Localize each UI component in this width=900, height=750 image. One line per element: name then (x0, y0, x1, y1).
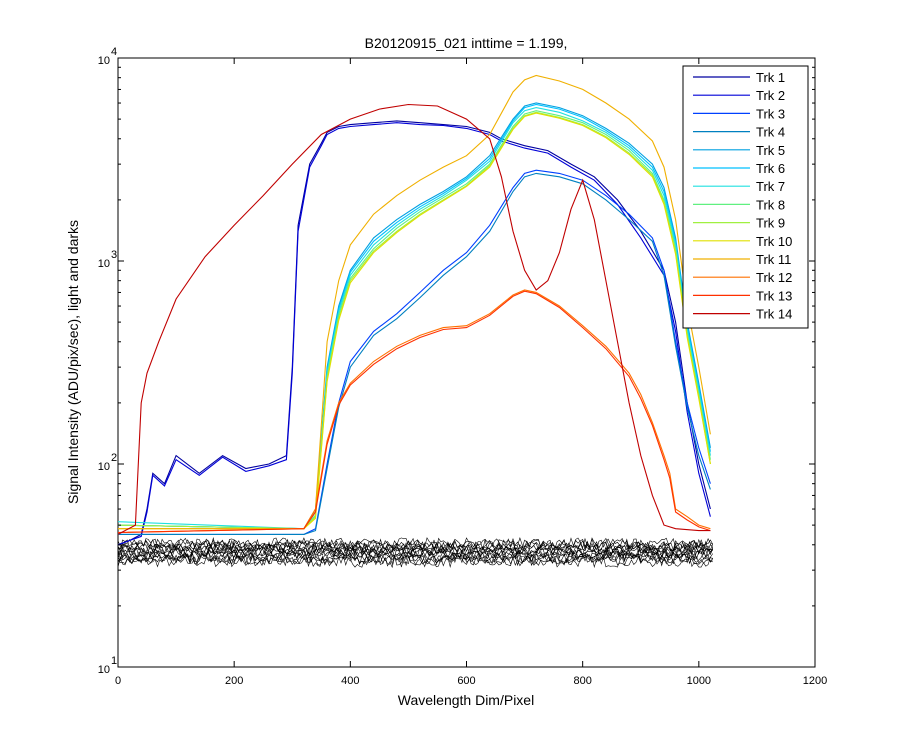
dark-frame-line (117, 539, 714, 553)
series-line-trk-4 (118, 172, 711, 535)
series-line-trk-13 (117, 290, 711, 534)
series-line-trk-14 (117, 103, 711, 535)
series-line-trk-1 (117, 120, 711, 546)
x-tick-label: 1200 (803, 675, 827, 687)
series-line-trk-12 (117, 289, 711, 534)
legend-label: Trk 5 (756, 143, 785, 158)
series-line-trk-8 (117, 110, 711, 530)
legend-label: Trk 8 (756, 197, 785, 212)
x-tick-label: 800 (573, 675, 591, 687)
legend-label: Trk 10 (756, 234, 792, 249)
legend-label: Trk 7 (756, 179, 785, 194)
dark-frame-line (117, 536, 713, 550)
legend-label: Trk 13 (756, 288, 792, 303)
legend-label: Trk 14 (756, 307, 792, 322)
series-line-trk-10 (118, 112, 711, 530)
legend-box (682, 65, 809, 329)
x-tick-label: 1000 (687, 675, 711, 687)
chart-title: B20120915_021 inttime = 1.199, (365, 35, 568, 51)
dark-frame-line (117, 554, 713, 567)
series-lines (117, 74, 714, 569)
legend-label: Trk 12 (756, 270, 792, 285)
x-tick-label: 200 (225, 675, 243, 687)
y-tick-exponent: 2 (111, 452, 117, 464)
y-tick-label: 10 (98, 258, 110, 270)
legend-label: Trk 9 (756, 216, 785, 231)
legend: Trk 1 Trk 2 Trk 3 Trk 4 Trk 5 Trk 6 Trk 7 Trk 8… (682, 65, 809, 329)
legend-label: Trk 6 (756, 161, 785, 176)
legend-label: Trk 2 (756, 88, 785, 103)
y-tick-label: 10 (98, 664, 110, 676)
dark-frame-line (117, 552, 713, 566)
dark-frame-line (118, 538, 714, 551)
dark-frame-line (117, 545, 714, 558)
legend-label: Trk 3 (756, 106, 785, 121)
x-tick-label: 400 (341, 675, 359, 687)
y-tick-label: 10 (98, 461, 110, 473)
legend-label: Trk 4 (756, 125, 785, 140)
x-axis-ticks: 0 200 400 600 800 1000 1200 (115, 58, 827, 687)
dark-frame-line (117, 555, 713, 569)
series-line-trk-6 (117, 103, 711, 530)
dark-frame-line (117, 542, 714, 555)
legend-label: Trk 11 (756, 252, 791, 267)
x-tick-label: 0 (115, 675, 121, 687)
x-axis-label: Wavelength Dim/Pixel (398, 692, 534, 708)
x-tick-label: 600 (457, 675, 475, 687)
y-tick-exponent: 3 (111, 249, 117, 261)
dark-frame-line (117, 551, 714, 564)
series-line-trk-7 (117, 107, 711, 530)
y-tick-label: 10 (98, 55, 110, 67)
series-line-trk-11 (118, 74, 711, 530)
y-tick-exponent: 4 (111, 46, 117, 58)
legend-label: Trk 1 (756, 70, 785, 85)
y-axis-label: Signal Intensity (ADU/pix/sec), light an… (65, 220, 81, 504)
series-line-trk-5 (117, 102, 711, 530)
dark-frame-line (117, 548, 713, 561)
y-tick-exponent: 1 (111, 655, 117, 667)
